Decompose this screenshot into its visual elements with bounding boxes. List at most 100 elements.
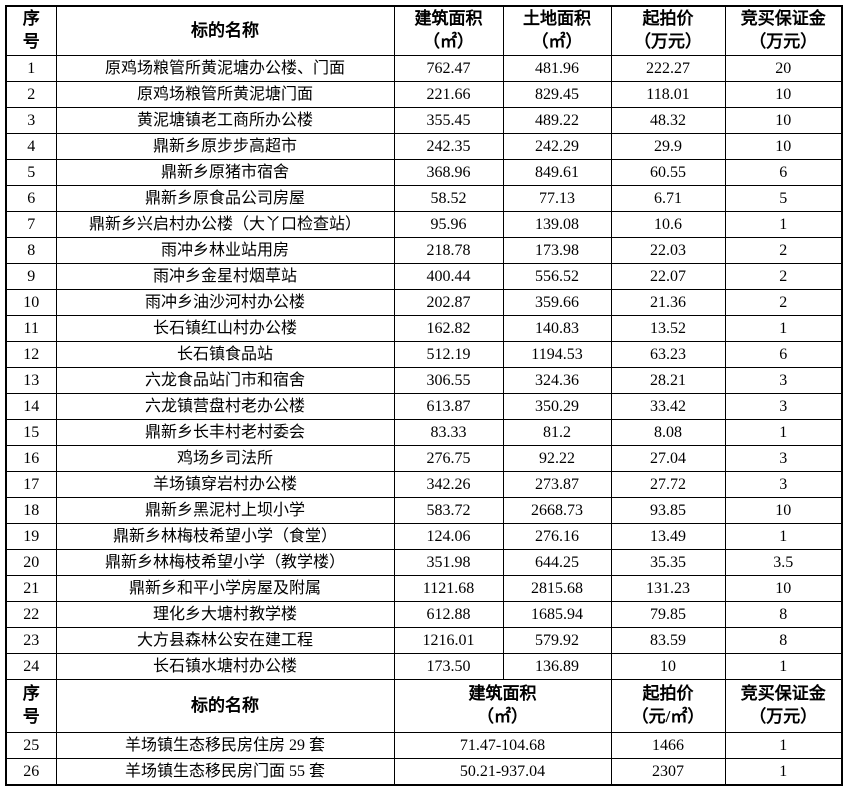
- cell-start-price: 29.9: [610, 133, 726, 160]
- table-row: 7 鼎新乡兴启村办公楼（大丫口检查站） 95.96 139.08 10.6 1: [5, 211, 843, 238]
- cell-start-price: 21.36: [610, 289, 726, 316]
- cell-start-price: 22.03: [610, 237, 726, 264]
- cell-deposit: 6: [724, 159, 843, 186]
- header-subject-name: 标的名称: [55, 5, 395, 56]
- header-building-area-unit: （㎡）: [423, 32, 474, 51]
- cell-subject-name: 羊场镇生态移民房住房 29 套: [55, 732, 395, 759]
- header2-subject-name-label: 标的名称: [191, 695, 259, 715]
- cell-subject-name: 六龙镇营盘村老办公楼: [55, 393, 395, 420]
- cell-building-area-range: 50.21-937.04: [393, 758, 612, 786]
- cell-start-price: 48.32: [610, 107, 726, 134]
- header-land-area-unit: （㎡）: [531, 32, 583, 51]
- cell-subject-name: 鼎新乡原步步高超市: [55, 133, 395, 160]
- cell-land-area: 556.52: [502, 263, 612, 290]
- header2-building-area-unit: （㎡）: [477, 707, 528, 726]
- cell-land-area: 2815.68: [502, 575, 612, 602]
- header2-start-price-label: 起拍价: [642, 684, 694, 704]
- header2-subject-name: 标的名称: [55, 679, 395, 733]
- cell-start-price: 10: [610, 653, 726, 680]
- header-building-area: 建筑面积 （㎡）: [393, 5, 504, 56]
- header2-no: 序 号: [5, 679, 57, 733]
- cell-no: 4: [5, 133, 57, 160]
- table-row: 10 雨冲乡油沙河村办公楼 202.87 359.66 21.36 2: [5, 289, 843, 316]
- table-row: 3 黄泥塘镇老工商所办公楼 355.45 489.22 48.32 10: [5, 107, 843, 134]
- cell-subject-name: 六龙食品站门市和宿舍: [55, 367, 395, 394]
- cell-deposit: 10: [724, 107, 843, 134]
- cell-subject-name: 鼎新乡林梅枝希望小学（食堂）: [55, 523, 395, 550]
- cell-deposit: 1: [724, 758, 843, 786]
- table-row: 16 鸡场乡司法所 276.75 92.22 27.04 3: [5, 445, 843, 472]
- header-deposit: 竞买保证金 （万元）: [724, 5, 843, 56]
- header2-start-price-unit: （元/㎡）: [631, 707, 705, 726]
- cell-building-area: 218.78: [393, 237, 504, 264]
- cell-deposit: 1: [724, 523, 843, 550]
- cell-building-area: 276.75: [393, 445, 504, 472]
- cell-no: 23: [5, 627, 57, 654]
- cell-building-area: 58.52: [393, 185, 504, 212]
- table-row: 6 鼎新乡原食品公司房屋 58.52 77.13 6.71 5: [5, 185, 843, 212]
- header-deposit-label: 竞买保证金: [740, 9, 826, 29]
- cell-deposit: 2: [724, 263, 843, 290]
- cell-land-area: 77.13: [502, 185, 612, 212]
- cell-start-price: 28.21: [610, 367, 726, 394]
- cell-no: 16: [5, 445, 57, 472]
- cell-no: 19: [5, 523, 57, 550]
- cell-no: 14: [5, 393, 57, 420]
- cell-subject-name: 羊场镇穿岩村办公楼: [55, 471, 395, 498]
- cell-deposit: 3: [724, 471, 843, 498]
- cell-building-area: 221.66: [393, 81, 504, 108]
- cell-subject-name: 大方县森林公安在建工程: [55, 627, 395, 654]
- cell-no: 24: [5, 653, 57, 680]
- cell-start-price: 79.85: [610, 601, 726, 628]
- cell-deposit: 10: [724, 133, 843, 160]
- cell-deposit: 1: [724, 315, 843, 342]
- section2-body: 25 羊场镇生态移民房住房 29 套 71.47-104.68 1466 1 26 羊场镇生…: [5, 732, 843, 786]
- cell-deposit: 2: [724, 289, 843, 316]
- cell-start-price: 27.72: [610, 471, 726, 498]
- table-row: 8 雨冲乡林业站用房 218.78 173.98 22.03 2: [5, 237, 843, 264]
- cell-building-area: 95.96: [393, 211, 504, 238]
- cell-building-area: 400.44: [393, 263, 504, 290]
- cell-subject-name: 羊场镇生态移民房门面 55 套: [55, 758, 395, 786]
- cell-deposit: 1: [724, 653, 843, 680]
- table-row: 13 六龙食品站门市和宿舍 306.55 324.36 28.21 3: [5, 367, 843, 394]
- table-row: 15 鼎新乡长丰村老村委会 83.33 81.2 8.08 1: [5, 419, 843, 446]
- cell-building-area: 342.26: [393, 471, 504, 498]
- header2-no-label: 序 号: [22, 684, 40, 726]
- cell-building-area: 512.19: [393, 341, 504, 368]
- header-start-price: 起拍价 （万元）: [610, 5, 726, 56]
- cell-land-area: 2668.73: [502, 497, 612, 524]
- cell-start-price: 2307: [610, 758, 726, 786]
- cell-deposit: 3: [724, 367, 843, 394]
- cell-deposit: 20: [724, 55, 843, 82]
- cell-start-price: 131.23: [610, 575, 726, 602]
- cell-no: 2: [5, 81, 57, 108]
- cell-building-area: 124.06: [393, 523, 504, 550]
- cell-subject-name: 鼎新乡兴启村办公楼（大丫口检查站）: [55, 211, 395, 238]
- cell-land-area: 173.98: [502, 237, 612, 264]
- table-row: 26 羊场镇生态移民房门面 55 套 50.21-937.04 2307 1: [5, 758, 843, 786]
- cell-start-price: 33.42: [610, 393, 726, 420]
- cell-subject-name: 长石镇食品站: [55, 341, 395, 368]
- cell-subject-name: 鼎新乡原猪市宿舍: [55, 159, 395, 186]
- cell-start-price: 22.07: [610, 263, 726, 290]
- cell-land-area: 579.92: [502, 627, 612, 654]
- header-start-price-unit: （万元）: [634, 32, 702, 51]
- header-land-area: 土地面积 （㎡）: [502, 5, 612, 56]
- cell-no: 18: [5, 497, 57, 524]
- cell-subject-name: 长石镇水塘村办公楼: [55, 653, 395, 680]
- cell-land-area: 1685.94: [502, 601, 612, 628]
- cell-building-area: 583.72: [393, 497, 504, 524]
- cell-land-area: 489.22: [502, 107, 612, 134]
- auction-lots-table: 序 号 标的名称 建筑面积 （㎡） 土地面积 （㎡） 起拍价 （万元） 竞买保证…: [5, 5, 843, 786]
- cell-land-area: 481.96: [502, 55, 612, 82]
- cell-building-area: 83.33: [393, 419, 504, 446]
- cell-no: 5: [5, 159, 57, 186]
- cell-building-area: 306.55: [393, 367, 504, 394]
- cell-deposit: 8: [724, 627, 843, 654]
- cell-subject-name: 黄泥塘镇老工商所办公楼: [55, 107, 395, 134]
- table-row: 12 长石镇食品站 512.19 1194.53 63.23 6: [5, 341, 843, 368]
- cell-start-price: 10.6: [610, 211, 726, 238]
- header-start-price-label: 起拍价: [642, 9, 694, 29]
- cell-land-area: 273.87: [502, 471, 612, 498]
